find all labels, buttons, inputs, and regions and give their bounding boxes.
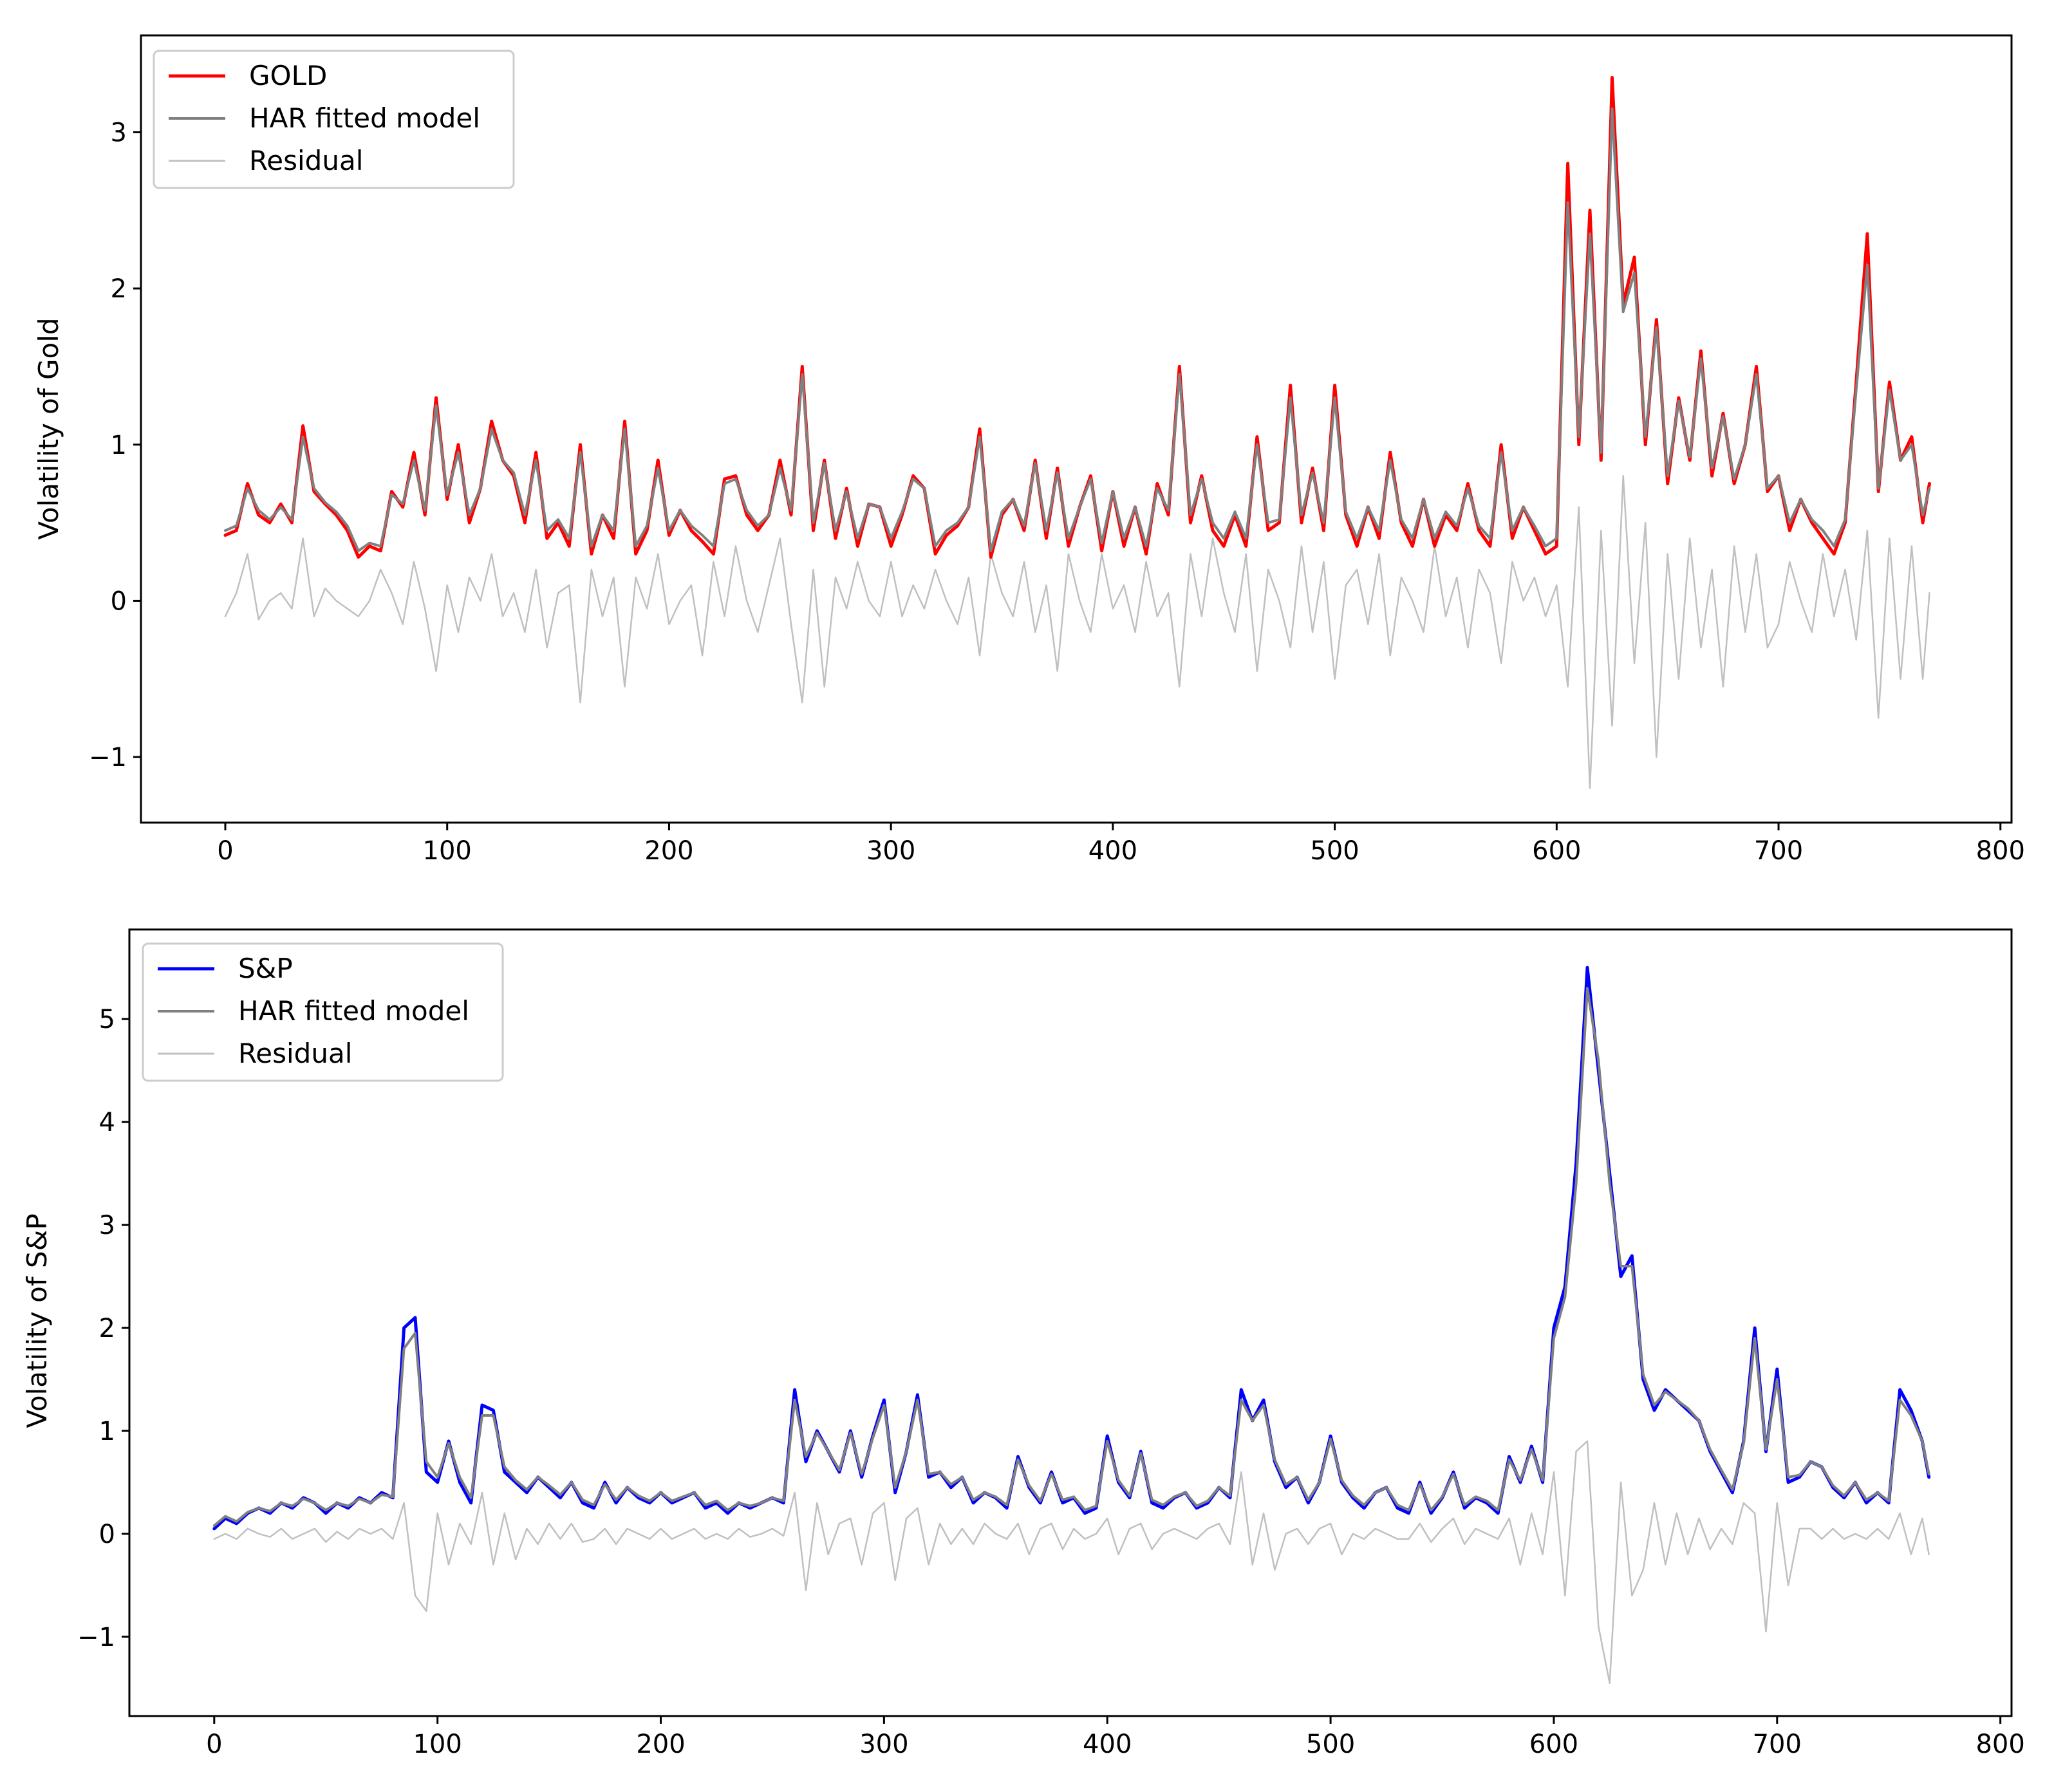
sp-y-tick-label: 1 xyxy=(99,1417,115,1446)
gold-legend-frame xyxy=(153,50,515,189)
gold-panel: 0 100 200 300 400 500 600 700 800 −1 0 1 2 3 Volatil… xyxy=(33,34,2025,866)
gold-x-tick-label: 0 xyxy=(217,836,233,866)
sp-y-axis: −1 0 1 2 3 4 5 xyxy=(77,1005,129,1652)
sp-panel: 0 100 200 300 400 500 600 700 800 −1 0 1 2 3 4 5 Volat… xyxy=(21,928,2025,1759)
gold-x-tick-label: 300 xyxy=(866,836,915,866)
gold-legend-label-gold: GOLD xyxy=(249,60,327,91)
sp-y-axis-title: Volatility of S&P xyxy=(21,1213,53,1428)
gold-series-har-fitted-model xyxy=(224,107,1931,552)
gold-series-residual xyxy=(224,475,1930,789)
gold-x-tick-label: 500 xyxy=(1310,836,1359,866)
sp-x-tick-label: 300 xyxy=(859,1730,908,1759)
sp-plot-area xyxy=(212,966,1931,1685)
gold-x-tick-label: 700 xyxy=(1754,836,1803,866)
gold-legend: GOLD HAR fitted model Residual xyxy=(153,50,515,189)
sp-y-tick-label: 5 xyxy=(99,1005,115,1034)
sp-y-tick-label: −1 xyxy=(77,1623,115,1652)
sp-legend-label-har: HAR fitted model xyxy=(238,995,469,1027)
sp-y-tick-label: 2 xyxy=(99,1314,115,1343)
gold-legend-label-residual: Residual xyxy=(249,145,363,176)
sp-x-tick-label: 400 xyxy=(1083,1730,1132,1759)
sp-legend: S&P HAR fitted model Residual xyxy=(142,942,504,1082)
sp-x-tick-label: 800 xyxy=(1975,1730,2024,1759)
gold-y-tick-label: 0 xyxy=(111,586,127,616)
sp-series-har-fitted-model xyxy=(212,987,1930,1527)
sp-y-tick-label: 4 xyxy=(99,1108,115,1137)
gold-x-tick-label: 400 xyxy=(1088,836,1137,866)
gold-y-axis-title: Volatility of Gold xyxy=(33,317,64,539)
sp-x-tick-label: 200 xyxy=(636,1730,685,1759)
gold-legend-label-har: HAR fitted model xyxy=(249,102,480,134)
gold-y-tick-label: −1 xyxy=(89,743,127,772)
gold-x-tick-label: 100 xyxy=(423,836,472,866)
gold-y-tick-label: 1 xyxy=(111,431,127,460)
sp-x-tick-label: 600 xyxy=(1529,1730,1578,1759)
sp-axes-frame xyxy=(128,928,2013,1717)
gold-axes-frame xyxy=(140,34,2013,824)
sp-x-tick-label: 700 xyxy=(1753,1730,1802,1759)
gold-x-tick-label: 800 xyxy=(1976,836,2025,866)
gold-x-tick-label: 600 xyxy=(1532,836,1581,866)
sp-x-tick-label: 0 xyxy=(206,1730,222,1759)
gold-y-tick-label: 3 xyxy=(111,118,127,147)
sp-legend-frame xyxy=(142,942,504,1082)
sp-series-residual xyxy=(213,1440,1930,1685)
sp-y-tick-label: 3 xyxy=(99,1211,115,1240)
sp-y-tick-label: 0 xyxy=(99,1520,115,1549)
gold-x-tick-label: 200 xyxy=(644,836,693,866)
sp-x-tick-label: 500 xyxy=(1306,1730,1355,1759)
sp-legend-label-sp: S&P xyxy=(238,953,293,984)
gold-plot-area xyxy=(223,76,1931,789)
gold-x-axis: 0 100 200 300 400 500 600 700 800 xyxy=(217,823,2025,866)
gold-y-tick-label: 2 xyxy=(111,274,127,304)
sp-x-axis: 0 100 200 300 400 500 600 700 800 xyxy=(206,1716,2025,1759)
gold-y-axis: −1 0 1 2 3 xyxy=(89,118,141,772)
sp-legend-label-residual: Residual xyxy=(238,1038,352,1069)
sp-x-tick-label: 100 xyxy=(413,1730,462,1759)
